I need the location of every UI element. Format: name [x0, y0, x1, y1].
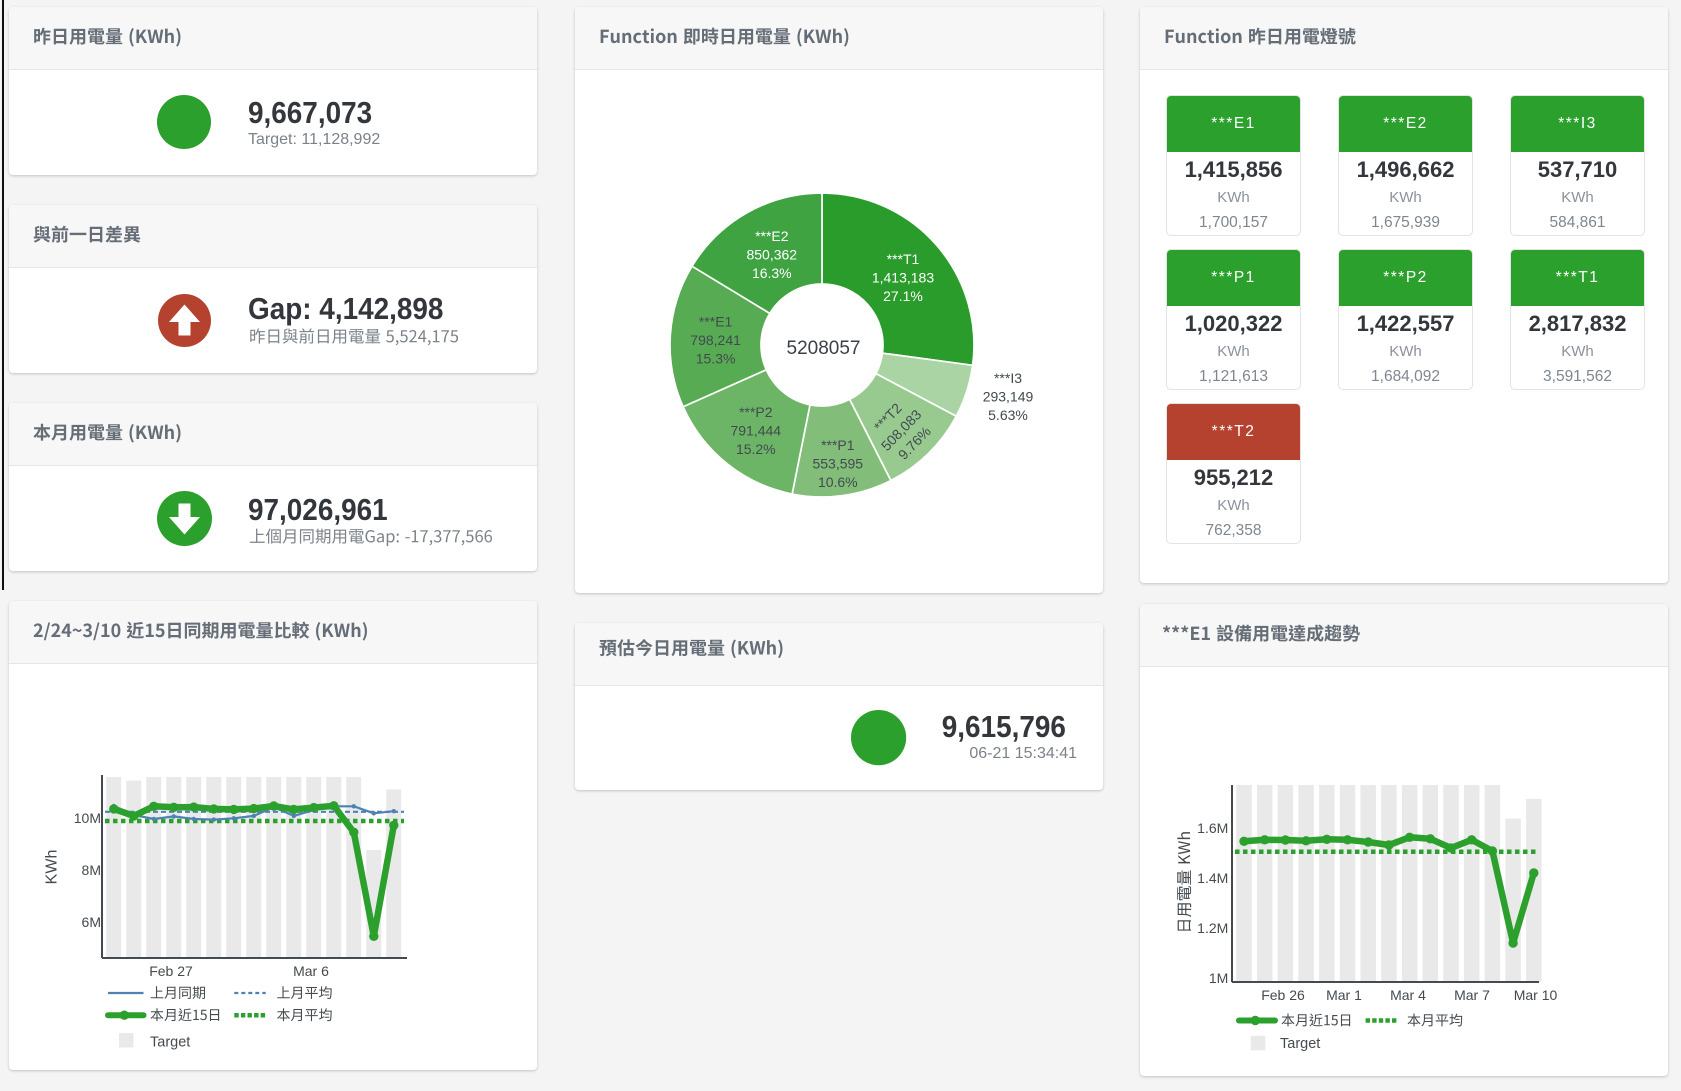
svg-text:Target: Target: [1280, 1036, 1320, 1052]
svg-text:791,444: 791,444: [730, 422, 781, 438]
svg-text:10M: 10M: [74, 810, 101, 826]
svg-text:Mar 7: Mar 7: [1454, 987, 1490, 1003]
svg-text:***T1: ***T1: [887, 251, 920, 267]
svg-text:15.3%: 15.3%: [696, 351, 736, 367]
svg-text:553,595: 553,595: [812, 455, 863, 471]
svg-text:15.2%: 15.2%: [736, 441, 776, 457]
svg-text:5.63%: 5.63%: [988, 407, 1028, 423]
svg-text:KWh: KWh: [44, 850, 61, 885]
svg-text:Target: Target: [150, 1035, 190, 1051]
svg-text:16.3%: 16.3%: [752, 265, 792, 281]
svg-text:293,149: 293,149: [983, 389, 1034, 405]
svg-text:1,413,183: 1,413,183: [872, 270, 934, 286]
svg-text:Mar 10: Mar 10: [1514, 987, 1558, 1003]
svg-text:6M: 6M: [82, 914, 101, 930]
svg-text:Feb 26: Feb 26: [1261, 987, 1305, 1003]
svg-text:***P1: ***P1: [821, 437, 855, 453]
svg-text:1.4M: 1.4M: [1197, 870, 1228, 886]
svg-text:***P2: ***P2: [739, 404, 773, 420]
svg-text:1.2M: 1.2M: [1197, 920, 1228, 936]
svg-text:Mar 4: Mar 4: [1390, 987, 1426, 1003]
svg-text:27.1%: 27.1%: [883, 288, 923, 304]
svg-text:***I3: ***I3: [994, 370, 1022, 386]
svg-text:Mar 6: Mar 6: [293, 963, 329, 979]
svg-text:***E2: ***E2: [755, 228, 789, 244]
svg-text:Mar 1: Mar 1: [1326, 987, 1362, 1003]
svg-text:850,362: 850,362: [746, 247, 797, 263]
svg-text:5208057: 5208057: [787, 338, 861, 359]
svg-text:***E1: ***E1: [699, 314, 733, 330]
svg-text:1M: 1M: [1209, 970, 1228, 986]
svg-text:10.6%: 10.6%: [818, 474, 858, 490]
svg-text:798,241: 798,241: [690, 332, 741, 348]
svg-text:1.6M: 1.6M: [1197, 820, 1228, 836]
svg-text:8M: 8M: [82, 862, 101, 878]
svg-text:Feb 27: Feb 27: [149, 963, 193, 979]
